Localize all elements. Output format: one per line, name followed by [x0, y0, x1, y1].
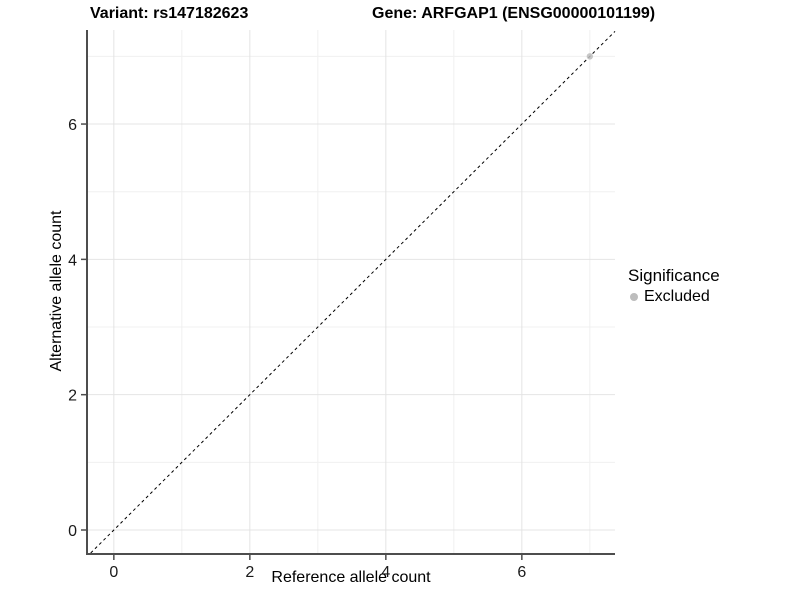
legend-item-excluded: Excluded	[626, 288, 720, 306]
legend: Significance Excluded	[626, 266, 720, 306]
svg-text:0: 0	[109, 564, 118, 581]
svg-text:2: 2	[68, 388, 77, 405]
gridlines-major	[88, 30, 615, 553]
data-points	[586, 53, 594, 60]
legend-point-icon	[630, 293, 638, 301]
svg-text:6: 6	[517, 564, 526, 581]
svg-text:6: 6	[68, 117, 77, 134]
plot-title-gene: Gene: ARFGAP1 (ENSG00000101199)	[372, 5, 656, 22]
x-axis-label: Reference allele count	[271, 569, 431, 586]
x-axis-ticks: 0 2 4 6	[109, 555, 526, 581]
svg-text:4: 4	[381, 564, 390, 581]
legend-title: Significance	[628, 266, 720, 285]
gridlines-minor	[88, 30, 615, 553]
svg-text:0: 0	[68, 523, 77, 540]
axis-lines	[86, 30, 615, 555]
legend-item-label: Excluded	[644, 288, 710, 305]
y-axis-label: Alternative allele count	[48, 210, 65, 372]
identity-line	[90, 30, 616, 554]
y-axis-ticks: 0 2 4 6	[68, 117, 86, 540]
svg-text:4: 4	[68, 252, 77, 269]
svg-text:2: 2	[245, 564, 254, 581]
data-point	[586, 53, 594, 60]
plot-title-variant: Variant: rs147182623	[90, 5, 249, 22]
